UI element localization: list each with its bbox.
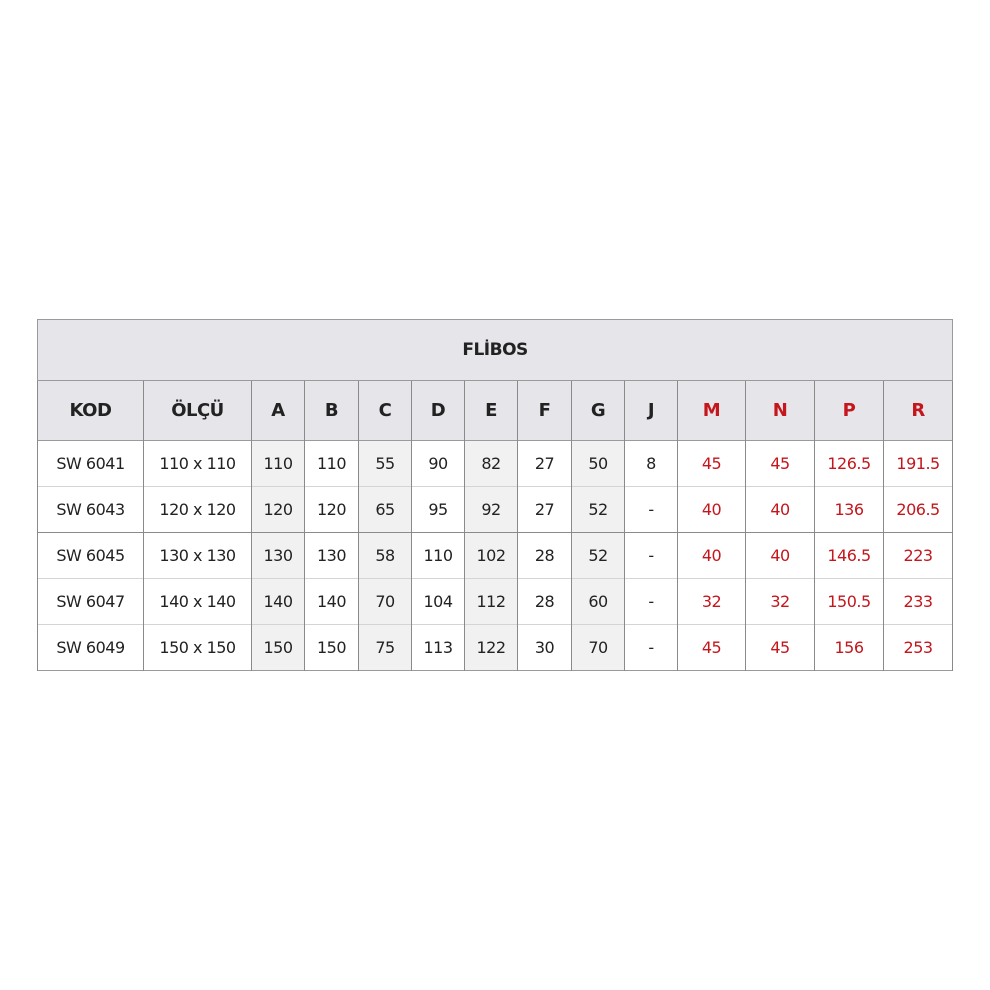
cell-kod: SW 6043 — [37, 486, 144, 533]
cell-p: 126.5 — [814, 440, 884, 487]
cell-d: 90 — [411, 440, 465, 487]
cell-ölçü: 140 x 140 — [143, 578, 252, 625]
cell-a: 140 — [251, 578, 305, 625]
cell-d: 110 — [411, 532, 465, 579]
cell-r: 233 — [882, 578, 954, 625]
cell-e: 102 — [464, 532, 518, 579]
flibos-spec-table: FLİBOS KOD ÖLÇÜ A B C D E F G J M N P R SW 6041 110 x … — [36, 319, 954, 671]
column-header-c: C — [358, 380, 412, 441]
column-header-r: R — [882, 380, 954, 441]
cell-r: 191.5 — [882, 440, 954, 487]
cell-c: 55 — [358, 440, 412, 487]
column-header-d: D — [411, 380, 465, 441]
cell-f: 30 — [517, 624, 572, 671]
column-header-e: E — [464, 380, 518, 441]
table-title: FLİBOS — [36, 319, 954, 381]
table-row: SW 6041 110 x 110 110 110 55 90 82 27 50 8 45 45 126… — [37, 440, 954, 487]
cell-m: 45 — [677, 624, 746, 671]
cell-n: 40 — [745, 532, 815, 579]
cell-ölçü: 150 x 150 — [143, 624, 252, 671]
cell-m: 32 — [677, 578, 746, 625]
cell-kod: SW 6045 — [37, 532, 144, 579]
cell-kod: SW 6049 — [37, 624, 144, 671]
cell-e: 112 — [464, 578, 518, 625]
cell-kod: SW 6041 — [37, 440, 144, 487]
cell-d: 113 — [411, 624, 465, 671]
cell-r: 206.5 — [882, 486, 954, 533]
cell-f: 27 — [517, 486, 572, 533]
cell-e: 92 — [464, 486, 518, 533]
cell-p: 156 — [814, 624, 884, 671]
column-header-ölçü: ÖLÇÜ — [143, 380, 252, 441]
cell-b: 140 — [304, 578, 359, 625]
column-header-m: M — [677, 380, 746, 441]
column-header-kod: KOD — [37, 380, 144, 441]
cell-ölçü: 130 x 130 — [143, 532, 252, 579]
cell-e: 82 — [464, 440, 518, 487]
cell-e: 122 — [464, 624, 518, 671]
cell-g: 50 — [571, 440, 625, 487]
cell-a: 120 — [251, 486, 305, 533]
cell-c: 58 — [358, 532, 412, 579]
cell-a: 150 — [251, 624, 305, 671]
cell-f: 27 — [517, 440, 572, 487]
cell-j: 8 — [624, 440, 678, 487]
column-header-a: A — [251, 380, 305, 441]
cell-d: 104 — [411, 578, 465, 625]
column-header-n: N — [745, 380, 815, 441]
column-header-p: P — [814, 380, 884, 441]
cell-n: 40 — [745, 486, 815, 533]
table-row: SW 6043 120 x 120 120 120 65 95 92 27 52-40 40 136… — [37, 486, 954, 533]
cell-j: - — [624, 624, 678, 671]
cell-c: 75 — [358, 624, 412, 671]
cell-p: 136 — [814, 486, 884, 533]
cell-ölçü: 120 x 120 — [143, 486, 252, 533]
column-header-j: J — [624, 380, 678, 441]
cell-r: 223 — [882, 532, 954, 579]
cell-f: 28 — [517, 532, 572, 579]
cell-kod: SW 6047 — [37, 578, 144, 625]
table-row: SW 6047 140 x 140 140 140 70 104 112 28 60-32 32 1… — [37, 578, 954, 625]
column-header-f: F — [517, 380, 572, 441]
cell-n: 45 — [745, 440, 815, 487]
column-header-b: B — [304, 380, 359, 441]
cell-a: 130 — [251, 532, 305, 579]
cell-g: 52 — [571, 532, 625, 579]
cell-b: 130 — [304, 532, 359, 579]
cell-g: 52 — [571, 486, 625, 533]
column-header-g: G — [571, 380, 625, 441]
cell-b: 110 — [304, 440, 359, 487]
cell-m: 40 — [677, 532, 746, 579]
cell-d: 95 — [411, 486, 465, 533]
cell-n: 45 — [745, 624, 815, 671]
cell-f: 28 — [517, 578, 572, 625]
cell-m: 45 — [677, 440, 746, 487]
cell-r: 253 — [882, 624, 954, 671]
cell-ölçü: 110 x 110 — [143, 440, 252, 487]
cell-m: 40 — [677, 486, 746, 533]
cell-p: 146.5 — [814, 532, 884, 579]
table-row: SW 6045 130 x 130 130 130 58 110 102 28 52-40 40 1… — [37, 532, 954, 579]
cell-a: 110 — [251, 440, 305, 487]
cell-b: 150 — [304, 624, 359, 671]
cell-g: 60 — [571, 578, 625, 625]
cell-c: 70 — [358, 578, 412, 625]
table-row: SW 6049 150 x 150 150 150 75 113 122 30 70-45 45 1… — [37, 624, 954, 671]
cell-j: - — [624, 532, 678, 579]
cell-b: 120 — [304, 486, 359, 533]
cell-n: 32 — [745, 578, 815, 625]
cell-c: 65 — [358, 486, 412, 533]
cell-p: 150.5 — [814, 578, 884, 625]
cell-j: - — [624, 486, 678, 533]
cell-j: - — [624, 578, 678, 625]
cell-g: 70 — [571, 624, 625, 671]
